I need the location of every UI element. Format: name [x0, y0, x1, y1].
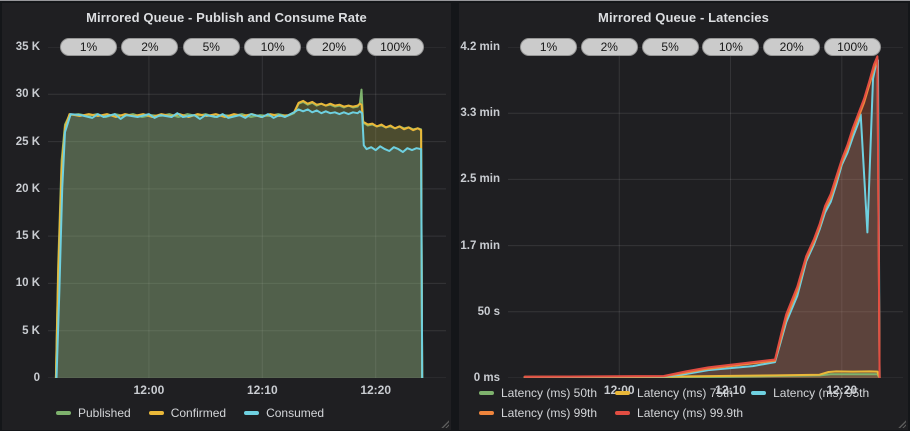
y-tick-label: 30 K [15, 88, 40, 101]
x-tick-label: 12:10 [246, 383, 278, 397]
chart-plot-area[interactable] [508, 46, 903, 383]
y-tick-label: 25 K [15, 135, 40, 148]
series-color-swatch [479, 391, 494, 395]
y-tick-label: 4.2 min [460, 41, 500, 53]
y-tick-label: 10 K [15, 277, 40, 290]
annotation-markers-row: 1% 2% 5% 10% 20% 100% [48, 38, 446, 56]
annotation-marker[interactable]: 2% [580, 38, 638, 56]
series-name: Published [78, 406, 131, 420]
y-tick-label: 20 K [15, 182, 40, 195]
x-tick-label: 12:00 [133, 383, 165, 397]
panel-latencies: Mirrored Queue - Latencies 0 ms 50 s 1.7 m… [459, 3, 908, 430]
y-tick-label: 15 K [15, 230, 40, 243]
annotation-marker[interactable]: 100% [823, 38, 881, 56]
series-name: Latency (ms) 95th [773, 386, 870, 400]
y-tick-label: 0 [33, 372, 40, 384]
y-tick-label: 5 K [22, 324, 40, 337]
chart-canvas[interactable] [48, 46, 446, 379]
chart-canvas[interactable] [508, 46, 903, 379]
series-name: Consumed [266, 406, 325, 420]
legend-item[interactable]: Latency (ms) 75th [615, 386, 733, 400]
legend-row: Latency (ms) 50th Latency (ms) 75th Latenc… [479, 383, 887, 403]
annotation-marker[interactable]: 5% [641, 38, 699, 56]
legend-item[interactable]: Published [56, 406, 131, 420]
legend-item[interactable]: Latency (ms) 95th [751, 386, 869, 400]
panel-title: Mirrored Queue - Publish and Consume Rat… [86, 9, 367, 25]
panel-resize-handle[interactable] [897, 419, 906, 428]
chart-legend: Published Confirmed Consumed [56, 403, 342, 423]
panel-publish-consume-rate: Mirrored Queue - Publish and Consume Rat… [2, 3, 451, 430]
x-tick-label: 12:20 [360, 383, 392, 397]
series-name: Latency (ms) 75th [637, 386, 734, 400]
annotation-marker[interactable]: 5% [182, 38, 240, 56]
series-name: Latency (ms) 99th [501, 406, 598, 420]
y-tick-label: 35 K [15, 41, 40, 53]
series-name: Latency (ms) 99.9th [637, 406, 744, 420]
annotation-marker[interactable]: 1% [520, 38, 577, 56]
series-name: Latency (ms) 50th [501, 386, 598, 400]
panel-resize-handle[interactable] [440, 419, 449, 428]
annotation-markers-row: 1% 2% 5% 10% 20% 100% [508, 38, 903, 56]
legend-item[interactable]: Confirmed [148, 406, 227, 420]
annotation-marker[interactable]: 1% [60, 38, 117, 56]
legend-row: Published Confirmed Consumed [56, 403, 342, 423]
chart-plot-area[interactable] [48, 46, 446, 383]
y-tick-label: 3.3 min [460, 107, 500, 120]
annotation-marker[interactable]: 20% [305, 38, 363, 56]
series-color-swatch [56, 411, 71, 415]
annotation-marker[interactable]: 100% [366, 38, 424, 56]
series-color-swatch [148, 411, 164, 415]
annotation-marker[interactable]: 20% [763, 38, 821, 56]
legend-item[interactable]: Consumed [244, 406, 324, 420]
annotation-marker[interactable]: 10% [702, 38, 760, 56]
series-name: Confirmed [170, 406, 227, 420]
legend-item[interactable]: Latency (ms) 50th [479, 386, 597, 400]
series-color-swatch [615, 391, 631, 395]
legend-item[interactable]: Latency (ms) 99.9th [615, 406, 743, 420]
y-tick-label: 50 s [477, 305, 500, 318]
series-color-swatch [479, 411, 494, 415]
chart-legend: Latency (ms) 50th Latency (ms) 75th Latenc… [479, 383, 887, 423]
annotation-marker[interactable]: 2% [121, 38, 179, 56]
legend-row: Latency (ms) 99th Latency (ms) 99.9th [479, 403, 887, 423]
series-color-swatch [615, 411, 631, 415]
panel-header[interactable]: Mirrored Queue - Latencies [459, 3, 908, 31]
series-color-swatch [244, 411, 260, 415]
y-tick-label: 2.5 min [460, 173, 500, 186]
y-tick-label: 1.7 min [460, 239, 500, 252]
panel-header[interactable]: Mirrored Queue - Publish and Consume Rat… [2, 3, 451, 31]
annotation-marker[interactable]: 10% [244, 38, 302, 56]
legend-item[interactable]: Latency (ms) 99th [479, 406, 597, 420]
panel-title: Mirrored Queue - Latencies [598, 9, 769, 25]
series-color-swatch [751, 391, 767, 395]
